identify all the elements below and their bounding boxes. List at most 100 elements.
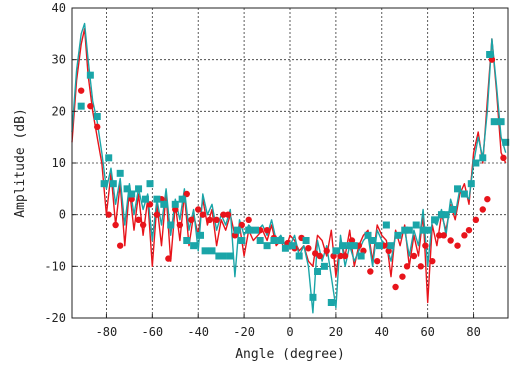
series-2-point <box>141 195 149 203</box>
series-2-point <box>197 231 205 239</box>
series-2-point <box>467 180 475 188</box>
series-2-point <box>419 226 427 234</box>
y-tick-label: 0 <box>59 208 66 222</box>
series-1-point <box>77 87 85 94</box>
series-2-point <box>226 252 234 260</box>
x-axis-title: Angle (degree) <box>235 347 345 362</box>
series-1-point <box>429 257 436 265</box>
series-2-point <box>369 237 377 244</box>
series-2-point <box>350 242 358 250</box>
x-tick-label: 80 <box>466 325 480 339</box>
series-2-point <box>490 118 498 126</box>
series-2-point <box>167 221 175 229</box>
series-2-point <box>281 244 289 252</box>
series-1-point <box>479 206 486 213</box>
series-2-point <box>472 159 480 167</box>
y-tick-label: 10 <box>52 156 66 170</box>
series-1-point <box>465 226 473 234</box>
series-2-point <box>460 190 468 198</box>
series-1-point <box>348 237 356 244</box>
series-1-point <box>165 255 172 262</box>
series-1-point <box>112 221 119 229</box>
series-2-point <box>401 226 409 234</box>
series-2-point <box>320 262 328 270</box>
series-1-point <box>213 216 220 224</box>
series-1-point <box>330 252 337 260</box>
series-2-point <box>233 226 241 234</box>
series-1-point <box>337 252 344 260</box>
series-1-point <box>385 247 392 255</box>
series-1-point <box>172 206 179 213</box>
series-2-point <box>431 216 439 224</box>
x-tick-label: 40 <box>375 325 389 339</box>
series-1-point <box>440 232 447 239</box>
series-1-point <box>195 206 202 213</box>
series-2-point <box>153 195 161 203</box>
series-2-point <box>442 211 450 219</box>
series-1-point <box>323 247 330 255</box>
grid <box>72 8 508 318</box>
series-2-point <box>77 102 85 110</box>
series-2-point <box>357 252 365 260</box>
series-1-point <box>410 252 418 260</box>
series-2-point <box>160 200 168 208</box>
series-2-point <box>263 242 271 250</box>
series-1-point <box>454 242 461 249</box>
series-1-point <box>435 232 443 239</box>
series-2-point <box>295 252 303 260</box>
series-2-point <box>486 51 494 58</box>
series-2-point <box>183 237 191 244</box>
series-2-point <box>219 252 227 260</box>
series-1-point <box>403 263 411 270</box>
y-tick-label: -10 <box>44 259 66 273</box>
marker-layer <box>77 51 510 306</box>
series-1-point <box>153 211 161 218</box>
series-1-point <box>128 195 135 203</box>
y-tick-label: -20 <box>44 311 66 325</box>
series-2-point <box>116 169 124 177</box>
series-2-point <box>245 226 253 234</box>
series-2-point <box>309 293 317 301</box>
x-tick-label: -20 <box>233 325 255 339</box>
series-2-point <box>109 180 117 188</box>
series-2-point <box>190 242 198 250</box>
series-2-point <box>339 242 347 250</box>
series-1-point <box>231 232 239 239</box>
series-2-point <box>93 113 101 120</box>
series-1-point <box>374 257 381 265</box>
series-1-point <box>461 232 468 239</box>
series-2-point <box>146 180 154 188</box>
series-2-point <box>387 242 395 250</box>
series-2-point <box>252 226 260 234</box>
x-tick-label: 20 <box>329 325 343 339</box>
series-2-point <box>394 231 402 239</box>
series-2-point <box>424 226 432 234</box>
series-2-point <box>100 180 108 188</box>
series-1-point <box>116 242 124 249</box>
series-2-point <box>375 242 383 250</box>
x-tick-label: 60 <box>420 325 434 339</box>
y-tick-label: 40 <box>52 1 66 15</box>
series-1-point <box>94 123 101 131</box>
series-2-point <box>178 195 186 203</box>
ticks: -80 -60 -40 -20 0 20 40 60 80 -20 -10 0 10 20 30 40 <box>44 1 480 339</box>
series-1-point <box>188 216 195 224</box>
series-2-point <box>270 237 278 244</box>
series-2-point <box>171 200 179 208</box>
series-1-point <box>447 237 454 244</box>
series-2-point <box>105 154 113 162</box>
series-2-point <box>412 221 420 229</box>
x-tick-label: -60 <box>141 325 163 339</box>
series-2-point <box>327 299 335 306</box>
series-2-point <box>215 252 223 260</box>
series-1-point <box>87 102 94 110</box>
series-1-point <box>206 216 213 224</box>
x-tick-label: -80 <box>96 325 118 339</box>
series-1-point <box>484 195 491 203</box>
series-1-point <box>316 252 324 260</box>
series-2-point <box>256 237 264 244</box>
series-1-point <box>245 216 252 224</box>
series-2-point <box>364 231 372 239</box>
series-2-point <box>454 185 462 193</box>
